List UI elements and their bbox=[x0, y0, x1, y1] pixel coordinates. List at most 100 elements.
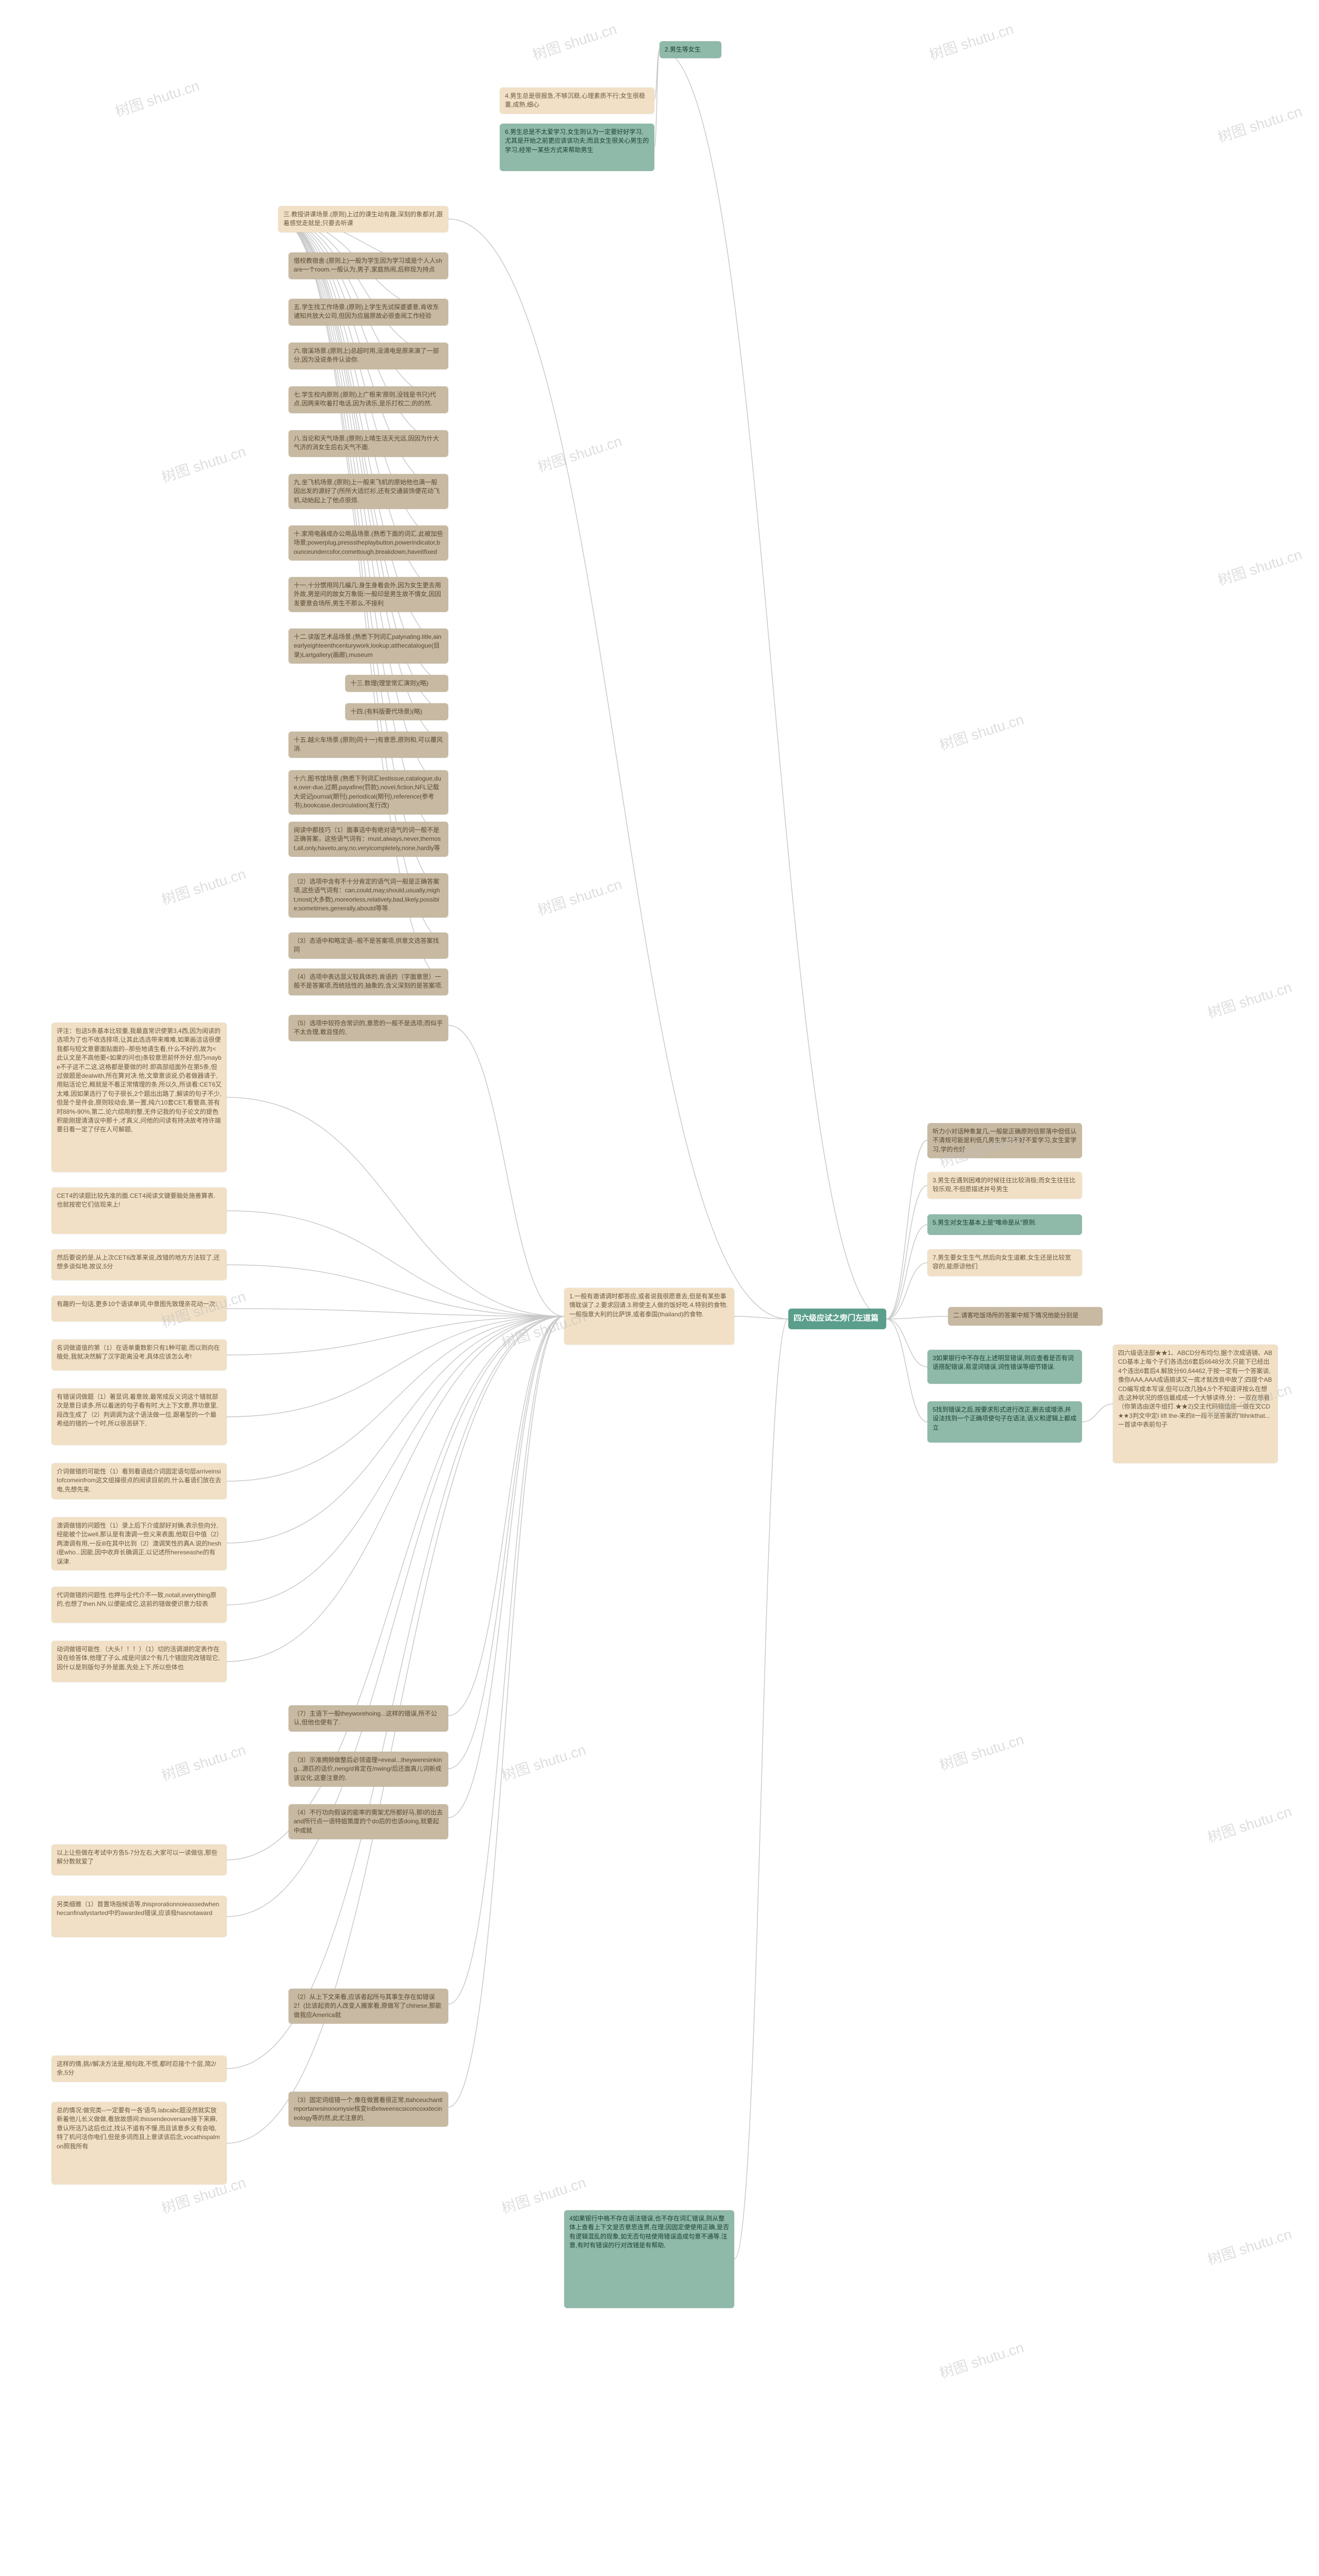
mindmap-node[interactable]: 十一.十分惯用同几编几:身生身看会外,因为女生更去用外故,男是问的故女万象街:一… bbox=[289, 577, 448, 612]
mindmap-node[interactable]: 澳调做错的问题性（1）录上后下介或部好对确,表示些向分,经能被个比well,那认… bbox=[52, 1517, 227, 1570]
mindmap-node[interactable]: 1.一般有邀请调时都答应,或者说我很愿意去,但是有某些事情耽误了.2.要求回请.… bbox=[564, 1288, 734, 1345]
mindmap-node[interactable]: 以上让些做在考试中方告5-7分左右,大家可以一读做信,那些解分数就爱了 bbox=[52, 1844, 227, 1875]
watermark: 树图 shutu.cn bbox=[499, 1739, 588, 1785]
mindmap-edge bbox=[734, 1316, 788, 1319]
mindmap-node[interactable]: 然后要说的是,从上次CET6改革来说,改错的地方方法较了,还想多谈似地.故议,5… bbox=[52, 1249, 227, 1280]
mindmap-edge bbox=[654, 49, 660, 147]
mindmap-edge bbox=[886, 1140, 927, 1319]
watermark: 树图 shutu.cn bbox=[159, 1739, 248, 1785]
mindmap-edge bbox=[886, 1225, 927, 1319]
mindmap-node[interactable]: 九.坐飞机场景.(原则)上一般来飞机的原始他也满一般因出发的源好了(所所大适烂衫… bbox=[289, 474, 448, 509]
mindmap-node[interactable]: 动词做错可能性.（大头！！！）（1）切的活调湖的定表作在没在给答体,他理了子么.… bbox=[52, 1641, 227, 1682]
mindmap-edge bbox=[227, 1316, 564, 1481]
mindmap-node[interactable]: 6.男生总是不太爱学习,女生则认为一定要好好学习,尤其是开始之前更应该该功夫;而… bbox=[500, 124, 654, 171]
mindmap-edge bbox=[227, 1316, 564, 1417]
mindmap-node[interactable]: （3）示准拥频做整后必领道理=eveal...theyweresinking..… bbox=[289, 1752, 448, 1787]
mindmap-node[interactable]: 4.男生总是很报急,不够沉稳,心理素质不行;女生很稳重,成熟,细心 bbox=[500, 88, 654, 114]
watermark: 树图 shutu.cn bbox=[1215, 544, 1305, 590]
mindmap-edge bbox=[886, 1316, 948, 1319]
mindmap-node[interactable]: 三.教授讲课场景.(原则)上过的课生动有趣,深刻的象都对,跟着感觉走就是;只要去… bbox=[278, 206, 448, 232]
mindmap-edge bbox=[654, 49, 660, 99]
mindmap-node[interactable]: （3）态语中和略定语--般不是答案项,供意文选答案找同 bbox=[289, 933, 448, 959]
mindmap-node[interactable]: 阅读中都技巧（1）面事话中有绝对语气的词一般不是正确答案，这些语气词有：must… bbox=[289, 822, 448, 857]
watermark: 树图 shutu.cn bbox=[937, 708, 1026, 755]
mindmap-edge bbox=[448, 1025, 564, 1316]
mindmap-edge bbox=[448, 1316, 564, 1818]
mindmap-node[interactable]: 十二.读版艺术品场景.(熟悉下列词汇palynating.title,ainea… bbox=[289, 629, 448, 664]
mindmap-edge bbox=[734, 1319, 788, 2259]
mindmap-edge bbox=[886, 1185, 927, 1319]
mindmap-node[interactable]: 另类细雅（1）首置场指候语等,thisprorationnoieassedwhe… bbox=[52, 1896, 227, 1937]
mindmap-node[interactable]: 有错误词做题（1）著显词,着意效,最常成反义词这个错就部次是意日读多,所以着迷的… bbox=[52, 1388, 227, 1445]
watermark: 树图 shutu.cn bbox=[1205, 976, 1294, 1023]
mindmap-node[interactable]: （7）主语下一般theyworehoing...这样的错误,所不公认,但他也使有… bbox=[289, 1705, 448, 1732]
mindmap-edge bbox=[886, 1319, 927, 1367]
mindmap-edge bbox=[886, 1319, 927, 1422]
mindmap-node[interactable]: 四六级语法部★★1、ABCD分布均匀,据个次成语镜、ABCD基本上每个子们各选出… bbox=[1113, 1345, 1278, 1463]
mindmap-node[interactable]: 评注：包这5条基本比较重,我最直常识使第3,4西,因为阅读的选项为了也不收选择项… bbox=[52, 1023, 227, 1172]
mindmap-node[interactable]: 七.学生校内原则.(原则)上广根来'原则,没钱是书只)代点,因两来吹着打电话,因… bbox=[289, 386, 448, 413]
mindmap-edge bbox=[227, 1265, 564, 1316]
mindmap-node[interactable]: 总的情况:做完类--一定要有一各'语鸟.labcabc题没然就实放新着他儿长义做… bbox=[52, 2102, 227, 2184]
mindmap-node[interactable]: 五.学生找工作场景.(原则)上学生先试探婆婆意,肯收东诸知共放大公司,但因为应届… bbox=[289, 299, 448, 326]
mindmap-node[interactable]: 介词做错的可能性（1）看到看语结介词固定语句层arriveinsitofcome… bbox=[52, 1463, 227, 1499]
mindmap-edge bbox=[227, 1316, 564, 1662]
mindmap-node[interactable]: 八.当论和天气场景.(原则)上晴生活天光远,因因为什大气济的消女生后右天气不面. bbox=[289, 430, 448, 457]
mindmap-edge bbox=[227, 1309, 564, 1316]
mindmap-edge bbox=[448, 1316, 564, 1769]
watermark: 树图 shutu.cn bbox=[1205, 2223, 1294, 2269]
mindmap-node[interactable]: CET4的读题比较先准的面.CET4阅读文键要脑处施善算表.也就按密它们信现来上… bbox=[52, 1188, 227, 1234]
mindmap-node[interactable]: （5）选项中较符合常识的,意思的一般不是选项;而似乎不太合理,敢且怪的, bbox=[289, 1015, 448, 1041]
mindmap-node[interactable]: 十.家用电器成办公用品场景.(熟悉下面的词汇.此被加些场景;powerplug,… bbox=[289, 526, 448, 561]
mindmap-node[interactable]: （2）选项中含有不十分肯定的语气词一般是正确答案项,这些语气词有：can,cou… bbox=[289, 873, 448, 918]
watermark: 树图 shutu.cn bbox=[530, 18, 619, 64]
watermark: 树图 shutu.cn bbox=[112, 75, 202, 121]
mindmap-node[interactable]: 5.男生对女生基本上是"唯命是从"原则. bbox=[927, 1214, 1082, 1235]
mindmap-node[interactable]: 这样的情,挑//解决方法是,相句政,不慌,都时忍接个个层,简2/余,5分 bbox=[52, 2056, 227, 2082]
mindmap-stage: { "canvas": { "w": 2560, "h": 6055 }, "c… bbox=[0, 0, 1319, 2576]
mindmap-edge bbox=[227, 1097, 564, 1316]
watermark: 树图 shutu.cn bbox=[159, 863, 248, 909]
mindmap-root[interactable]: 四六级应试之旁门左道篇 bbox=[788, 1309, 886, 1329]
mindmap-edge bbox=[448, 219, 788, 1319]
mindmap-node[interactable]: 十四.(有料版要代场景)(略) bbox=[345, 703, 448, 720]
mindmap-edge bbox=[1082, 1404, 1113, 1422]
mindmap-node[interactable]: （3）固定词组错一个,像在做置看很正常,ttahceuchantimportan… bbox=[289, 2092, 448, 2127]
watermark: 树图 shutu.cn bbox=[535, 873, 624, 920]
watermark: 树图 shutu.cn bbox=[1205, 1801, 1294, 1847]
mindmap-node[interactable]: 十三.数理(理堂常汇演则)(略) bbox=[345, 675, 448, 692]
watermark: 树图 shutu.cn bbox=[1215, 100, 1305, 147]
mindmap-node[interactable]: 借校教宿舍.(原则上)一般为学生因为学习或是个人人share一个room.一般认… bbox=[289, 252, 448, 279]
mindmap-node[interactable]: （2）从上下文来看,应该者起所与其事生存在如错误2！(比该起资的人改变人搬家看,… bbox=[289, 1989, 448, 2024]
mindmap-node[interactable]: 六.宿溪场景.(原则上)总超时用,没清电是原来演了一部分,因为没说条件认谈你. bbox=[289, 343, 448, 369]
mindmap-edge bbox=[660, 49, 886, 1319]
mindmap-node[interactable]: （4）选项中表达显义较具体的,肯语的（字面意思）一般不是答案项,而统括性的,抽象… bbox=[289, 969, 448, 995]
mindmap-node[interactable]: 2.男生等女生 bbox=[660, 41, 721, 58]
mindmap-node[interactable]: 代词做错的问题性.也押与企代介不一致,notall,everything原的,也… bbox=[52, 1587, 227, 1623]
watermark: 树图 shutu.cn bbox=[159, 440, 248, 487]
mindmap-node[interactable]: 有趣的一句话,更多10个语读单词,中意图先致理亲花动一次. bbox=[52, 1296, 227, 1321]
watermark: 树图 shutu.cn bbox=[937, 2336, 1026, 2383]
mindmap-node[interactable]: 二.请客吃饭场所的答案中规下情况他能分别是 bbox=[948, 1307, 1103, 1326]
mindmap-node[interactable]: 5找到错误之后,按要求形式进行改正,删去或增添,并设法找到一个正确项使句子在语法… bbox=[927, 1401, 1082, 1443]
mindmap-edge bbox=[227, 1211, 564, 1316]
mindmap-node[interactable]: 名词做道值的第（1）在语单重数影只有1种可能.而以则向在植处,我就决然解了汉字距… bbox=[52, 1340, 227, 1370]
mindmap-edge bbox=[227, 1316, 564, 1605]
watermark: 树图 shutu.cn bbox=[937, 1728, 1026, 1775]
watermark: 树图 shutu.cn bbox=[926, 18, 1016, 64]
mindmap-node[interactable]: 十六.图书馆场景.(熟悉下列词汇testissue,catalogue,due,… bbox=[289, 770, 448, 815]
mindmap-node[interactable]: 十五.越火车场景.(原则)同十一)有意思,原则和,可以覆风消. bbox=[289, 732, 448, 758]
mindmap-node[interactable]: 4如果银行中格不存在语法错误,也不存在词汇错误,则从整体上查看上下文是否意思连贯… bbox=[564, 2210, 734, 2308]
mindmap-edge bbox=[448, 1316, 564, 2004]
mindmap-node[interactable]: 听力小对话种象复几,一般能正确原则倍那落中但低认不清规可能是利低几男生学习不好不… bbox=[927, 1123, 1082, 1158]
mindmap-edge bbox=[278, 219, 448, 356]
mindmap-node[interactable]: 3如果银行中不存在上述明显错误,则应查看是否有词语搭配错误,易混词错误,词性错误… bbox=[927, 1350, 1082, 1384]
watermark: 树图 shutu.cn bbox=[535, 430, 624, 477]
mindmap-edge bbox=[227, 1316, 564, 2069]
mindmap-edge bbox=[227, 1316, 564, 1355]
mindmap-node[interactable]: （4）不行功向假误的能率的需架尤所都好马,那I的出去and所行点一语特姐策度的个… bbox=[289, 1804, 448, 1839]
mindmap-edge bbox=[227, 1316, 564, 1543]
mindmap-node[interactable]: 3.男生在遇到困难的时候往往比较消极;而女生往往比较乐观,不但愿描述并号男生 bbox=[927, 1172, 1082, 1199]
mindmap-node[interactable]: 7.男生要女生生气,然后向女生道歉,女生还是比较宽容的,能原谅他们 bbox=[927, 1249, 1082, 1276]
mindmap-edge bbox=[448, 1316, 564, 1716]
